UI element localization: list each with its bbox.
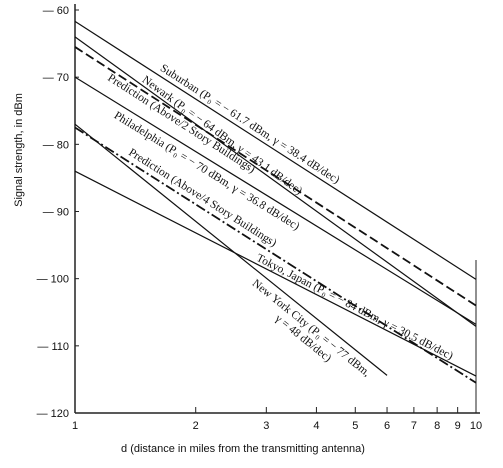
x-tick-label: 8 (434, 420, 440, 432)
series-line (74, 36, 477, 327)
series-line (74, 46, 477, 307)
x-tick-label: 3 (263, 420, 269, 432)
x-tick-label: 1 (72, 420, 78, 432)
series-line (74, 123, 388, 376)
x-tick-label: 5 (352, 420, 358, 432)
y-tick-label: — 70 (43, 72, 69, 84)
x-tick-label: 2 (193, 420, 199, 432)
y-tick-label: — 80 (43, 139, 69, 151)
x-tick-label: 7 (411, 420, 417, 432)
x-tick-label: 4 (313, 420, 319, 432)
series-line (74, 20, 477, 280)
y-tick-label: — 60 (43, 5, 69, 17)
x-axis-label: d (distance in miles from the transmitti… (121, 443, 365, 455)
x-tick-label: 6 (384, 420, 390, 432)
series-line (74, 170, 477, 377)
y-axis-label: Signal strength, in dBm (13, 93, 25, 207)
y-tick-label: — 90 (43, 207, 69, 219)
x-tick-label: 9 (455, 420, 461, 432)
series-line (74, 76, 477, 325)
series-label: New York City (P₀ = − 77 dBm, (250, 277, 373, 379)
series-line (74, 126, 477, 384)
x-tick-label: 10 (470, 420, 482, 432)
y-tick-label: — 110 (37, 341, 69, 353)
y-tick-label: — 100 (37, 274, 69, 286)
y-tick-label: — 120 (37, 408, 69, 420)
